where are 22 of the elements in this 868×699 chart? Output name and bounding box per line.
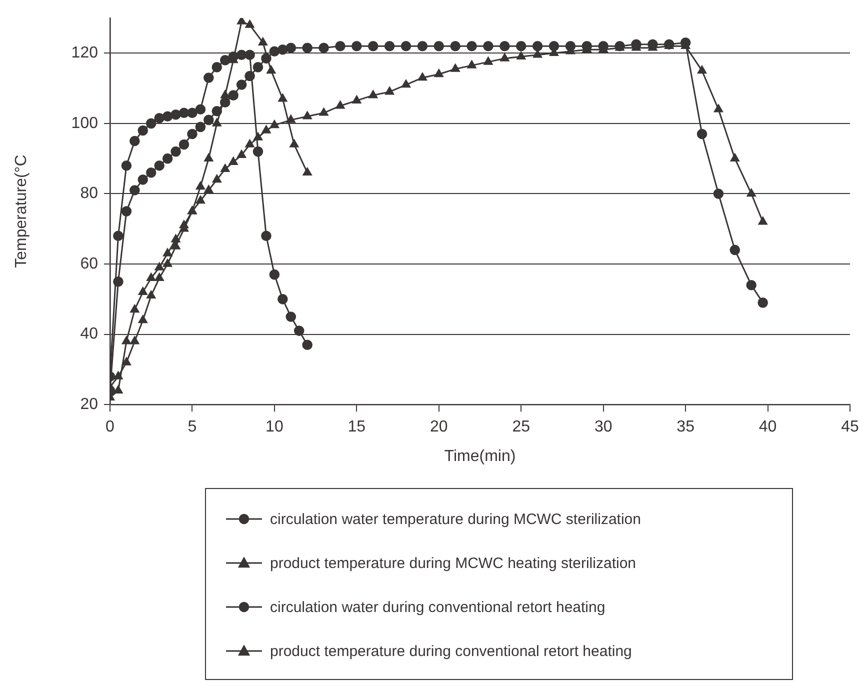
legend-label: circulation water temperature during MCWC sterilization [270,510,641,528]
y-axis-title: Temperature(°C [13,154,30,268]
legend-label: product temperature during MCWC heating sterilization [270,554,636,572]
x-tick-label: 40 [758,418,777,436]
x-tick-label: 25 [512,418,530,436]
y-tick-label: 120 [71,44,98,62]
y-tick-label: 80 [80,185,98,202]
x-tick-label: 15 [348,418,366,436]
y-tick-label: 100 [71,114,98,132]
x-tick-label: 20 [430,418,448,436]
x-tick-label: 30 [594,418,612,436]
x-tick-label: 45 [841,418,859,436]
y-tick-label: 40 [80,326,98,343]
x-tick-label: 35 [676,418,695,436]
x-tick-label: 10 [266,418,284,436]
legend-label: product temperature during conventional retort heating [270,642,632,660]
x-axis-title: Time(min) [444,448,516,465]
legend-label: circulation water during conventional retort heating [270,598,606,616]
x-tick-label: 5 [188,418,197,436]
x-tick-label: 0 [106,418,115,436]
y-tick-label: 20 [80,396,98,414]
y-tick-label: 60 [80,255,98,272]
